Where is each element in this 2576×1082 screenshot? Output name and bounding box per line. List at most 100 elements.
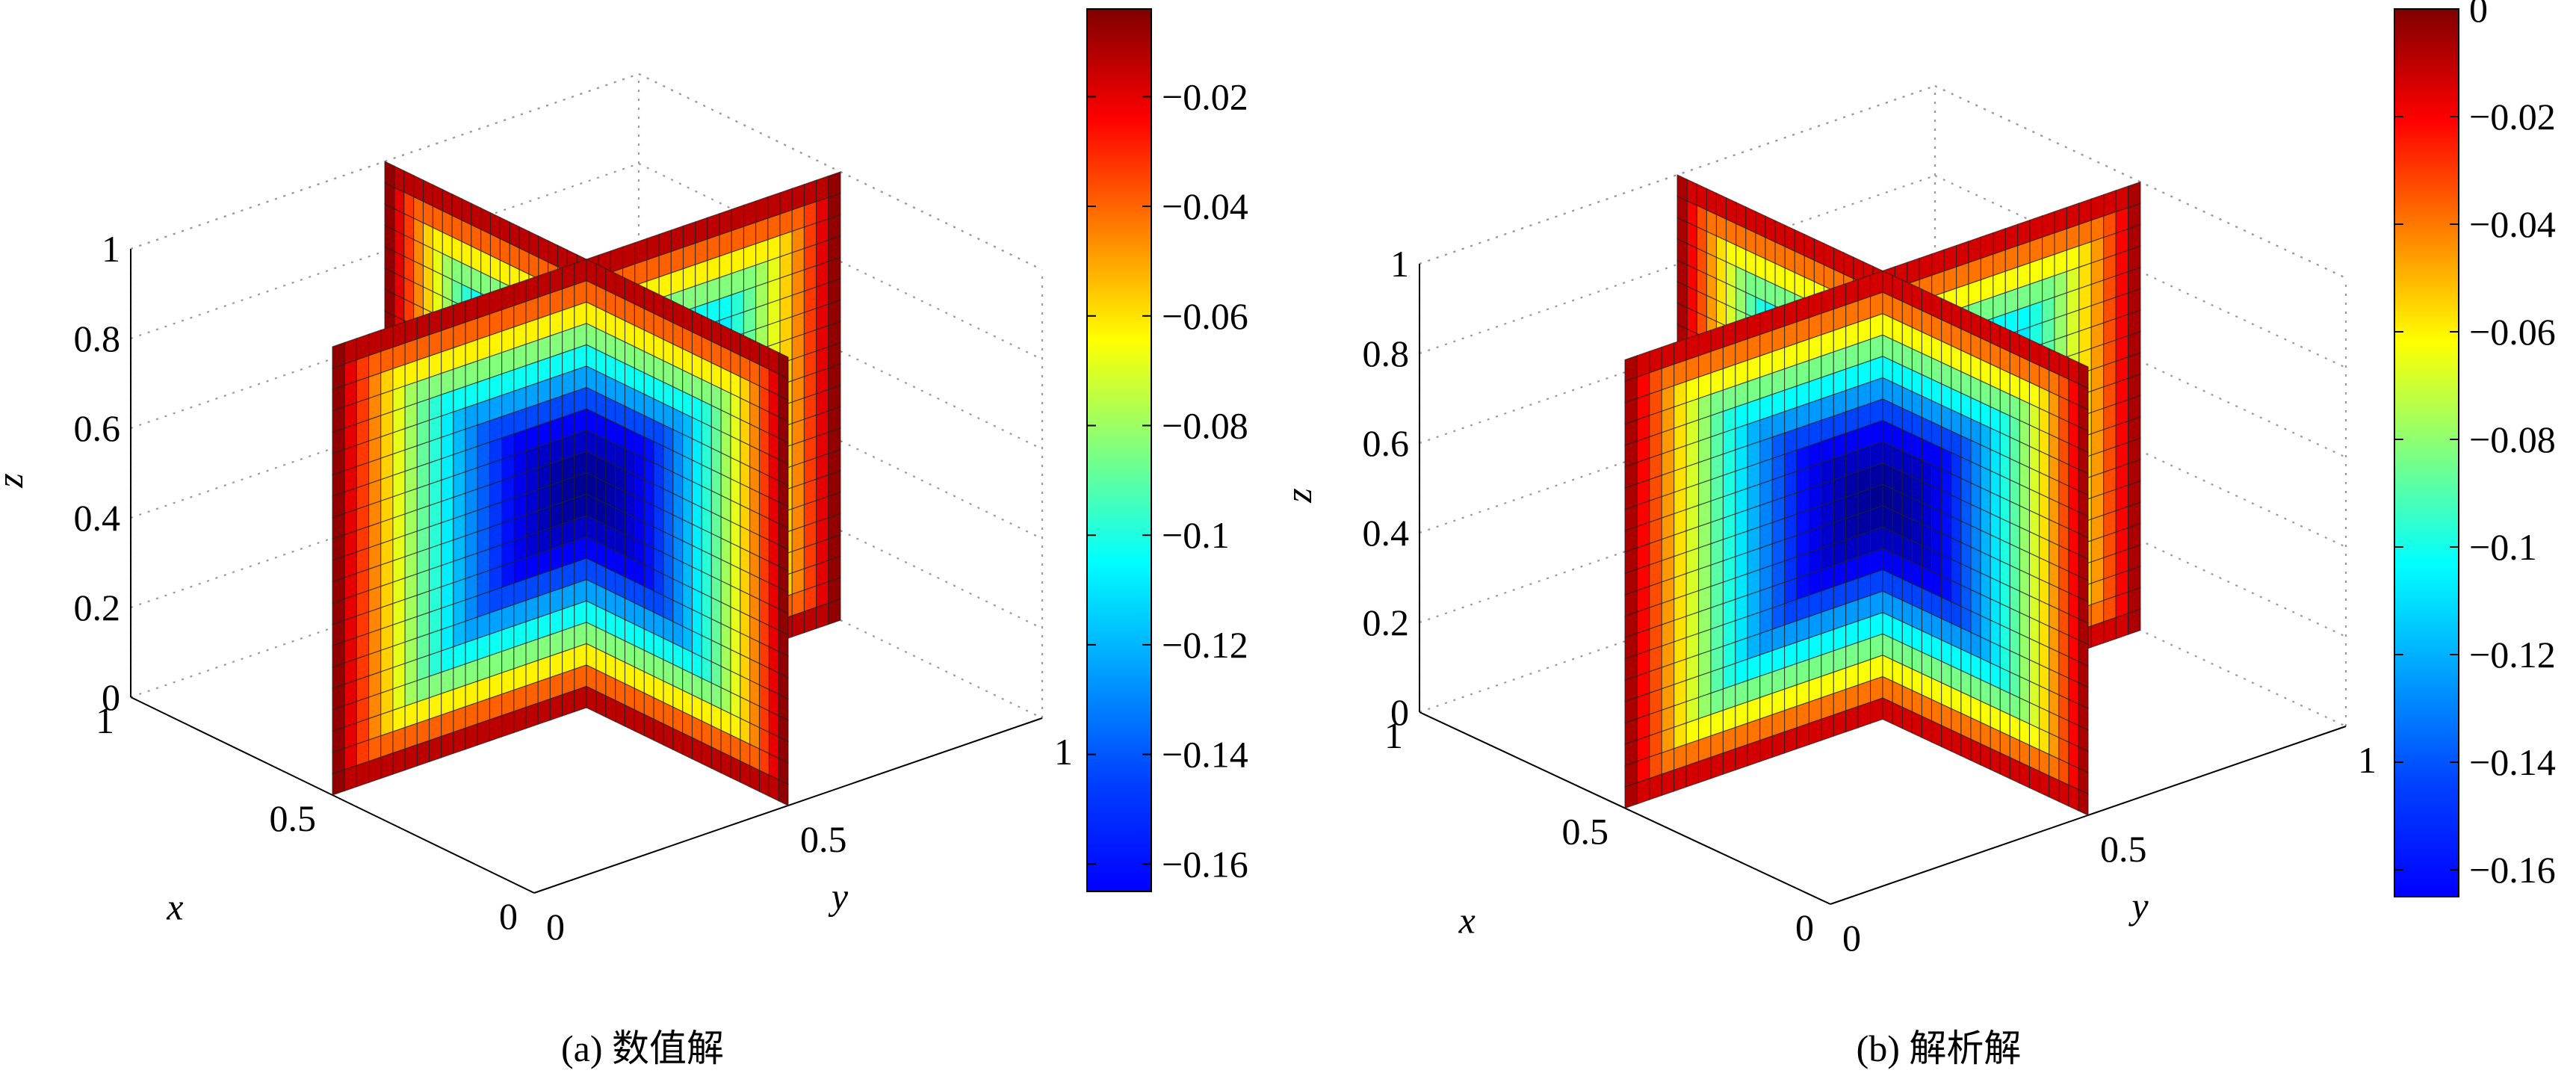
slice-cell [344,338,357,365]
slice-cell [1674,338,1687,365]
slice-cell [2078,362,2089,389]
slice-cell [499,216,510,244]
z-gridline [1419,84,1936,265]
slice-cell [670,225,684,253]
slice-cell [549,267,563,294]
slice-cell [1755,211,1766,238]
z-gridline [1419,174,1936,355]
slice-cell [428,309,442,336]
colorbar-tick-label: −0.16 [2469,849,2556,891]
colorbar-tick-label: −0.06 [2469,311,2556,353]
slice-cell [1661,342,1675,369]
slice-cell [730,328,741,356]
slice-cell [1803,233,1815,262]
box-edge [1419,533,1936,714]
x-axis-label: x [1458,899,1476,941]
slice-cell [778,351,789,380]
z-gridline [1934,175,2347,368]
slice-cell [509,221,520,249]
slice-cell [828,171,841,198]
slice-cell [595,263,607,291]
slice-cell [768,347,779,375]
slice-cell [791,183,805,211]
slice-cell [758,342,770,370]
colorbar-tick-label: −0.06 [1162,295,1248,337]
slice-cell [451,193,462,221]
slice-cell [1736,201,1747,229]
slice-cell [731,204,745,232]
slice-cell [1685,333,1700,361]
z-tick-label: 0.2 [1363,602,1410,643]
slice-cell [1715,192,1727,220]
colorbar-tick-label: −0.08 [1162,404,1248,446]
slice-cell [471,203,482,230]
colorbar-tick-label: −0.12 [2469,634,2556,676]
slice-cell [513,279,527,306]
slice-cell [1745,205,1756,234]
slice-cell [1624,355,1638,382]
y-tick-label: 0 [1842,917,1861,959]
slice-cell [461,198,472,226]
slice-cell [1696,183,1707,211]
slice-cell [413,174,424,203]
colorbar-tick-label: −0.1 [1162,514,1230,556]
slice-cell [1686,179,1697,206]
colorbar-tick-label: 0 [2469,0,2488,30]
slice-cell [442,188,453,217]
z-gridline [1934,85,2347,279]
slice-cell [1919,253,1933,280]
slice-cell [682,221,696,248]
slice-cell [1759,308,1773,336]
slice-cell [1808,291,1822,318]
slice-cell [2066,203,2080,229]
slice-cell [1993,228,2006,255]
panel-a: 00.20.40.60.8100.5100.51xyz−0.02−0.04−0.… [0,8,1248,1069]
slice-cell [1698,330,1712,356]
slice-cell [432,184,443,211]
z-tick-label: 0.4 [1363,512,1410,554]
slice-cell [803,179,817,207]
slice-cell [615,272,625,300]
slice-cell [1649,346,1662,374]
slice-cell [622,241,636,269]
z-tick-label: 0.8 [1363,333,1410,374]
slice-cell [1941,297,1952,325]
slice-cell [528,230,539,259]
slice-cell [1882,270,1893,298]
x-axis-label: x [166,886,183,928]
slice-cell [634,238,648,265]
slice-cell [1823,242,1835,270]
y-tick-label: 0.5 [2100,828,2147,870]
y-axis-label: y [828,875,849,917]
slice-cell [548,240,558,268]
slice-cell [518,226,530,254]
slice-cell [610,246,624,273]
slice-cell [1980,232,1994,259]
slice-cell [332,341,345,369]
slice-y-front [1882,270,2089,816]
slice-cell [1725,197,1737,225]
slice-x-front [332,259,587,796]
slice-cell [384,161,395,188]
slice-cell [710,319,722,347]
slice-cell [605,268,616,296]
slice-cell [2054,206,2067,234]
slice-cell [537,270,551,298]
slice-cell [740,333,751,361]
slice-cell [2038,343,2050,371]
slice-cell [1676,174,1688,202]
slice-cell [755,196,769,223]
slice-cell [1784,224,1795,252]
slice-cell [1794,229,1805,256]
slice-cell [1843,252,1854,279]
z-tick-label: 1 [1390,243,1409,285]
slice-cell [2019,334,2030,362]
slice-cell [816,175,829,203]
slice-cell [1833,282,1847,310]
slice-cell [701,314,712,342]
slice-cell [525,275,539,303]
slice-cell [422,179,433,207]
colorbar-tick-label: −0.12 [1162,624,1248,666]
